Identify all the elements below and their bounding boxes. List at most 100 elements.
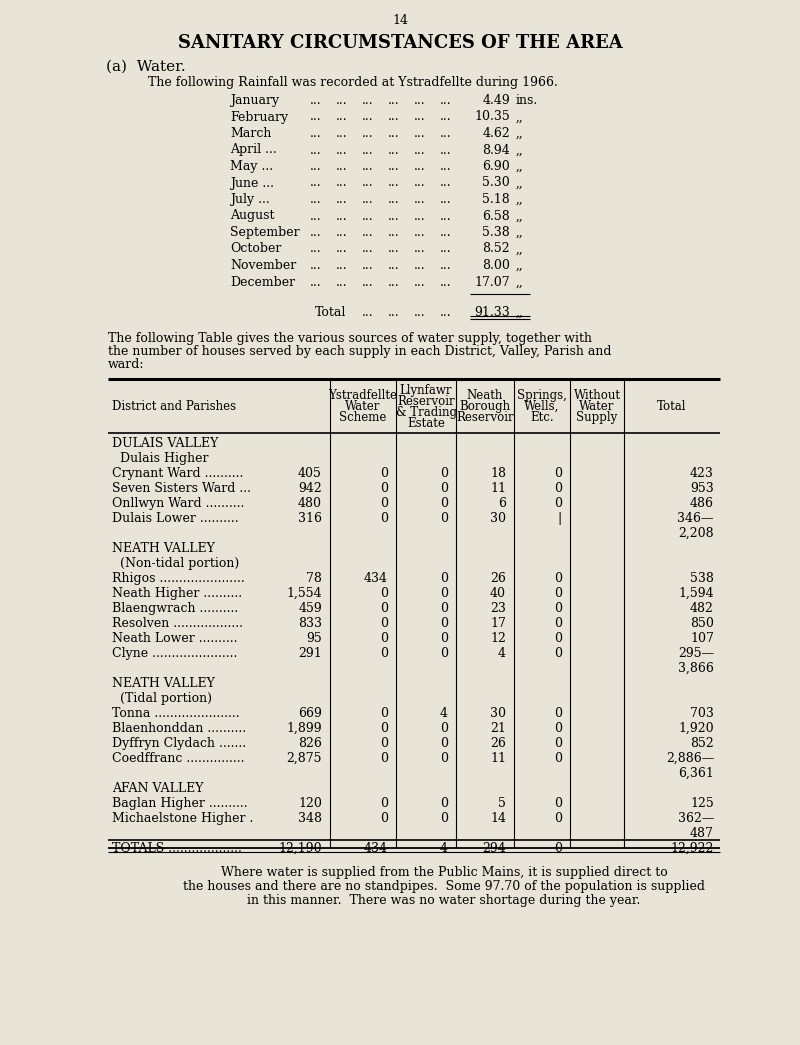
- Text: 4: 4: [440, 842, 448, 855]
- Text: 5.38: 5.38: [482, 226, 510, 239]
- Text: Baglan Higher ..........: Baglan Higher ..........: [112, 797, 248, 810]
- Text: 2,886—: 2,886—: [666, 752, 714, 765]
- Text: NEATH VALLEY: NEATH VALLEY: [112, 542, 215, 555]
- Text: 487: 487: [690, 827, 714, 840]
- Text: December: December: [230, 276, 295, 288]
- Text: 850: 850: [690, 617, 714, 630]
- Text: 0: 0: [380, 512, 388, 525]
- Text: ins.: ins.: [516, 94, 538, 107]
- Text: ...: ...: [310, 226, 322, 239]
- Text: 0: 0: [554, 617, 562, 630]
- Text: ...: ...: [388, 259, 400, 272]
- Text: ...: ...: [388, 127, 400, 140]
- Text: Neath: Neath: [467, 389, 503, 402]
- Text: ...: ...: [362, 111, 374, 123]
- Text: 10.35: 10.35: [474, 111, 510, 123]
- Text: 405: 405: [298, 467, 322, 480]
- Text: 852: 852: [690, 737, 714, 750]
- Text: ...: ...: [388, 94, 400, 107]
- Text: 0: 0: [440, 812, 448, 825]
- Text: ...: ...: [440, 160, 452, 173]
- Text: 3,866: 3,866: [678, 661, 714, 675]
- Text: 0: 0: [554, 707, 562, 720]
- Text: ...: ...: [336, 242, 348, 255]
- Text: ...: ...: [362, 259, 374, 272]
- Text: ...: ...: [336, 259, 348, 272]
- Text: 6.58: 6.58: [482, 209, 510, 223]
- Text: 11: 11: [490, 752, 506, 765]
- Text: 0: 0: [440, 587, 448, 600]
- Text: Etc.: Etc.: [530, 411, 554, 424]
- Text: August: August: [230, 209, 274, 223]
- Text: Resolven ..................: Resolven ..................: [112, 617, 243, 630]
- Text: Blaengwrach ..........: Blaengwrach ..........: [112, 602, 238, 616]
- Text: ...: ...: [388, 160, 400, 173]
- Text: Seven Sisters Ward ...: Seven Sisters Ward ...: [112, 482, 251, 495]
- Text: 0: 0: [440, 752, 448, 765]
- Text: ...: ...: [388, 177, 400, 189]
- Text: ...: ...: [388, 209, 400, 223]
- Text: ,,: ,,: [516, 160, 524, 173]
- Text: ...: ...: [440, 94, 452, 107]
- Text: ...: ...: [336, 276, 348, 288]
- Text: 26: 26: [490, 572, 506, 585]
- Text: ...: ...: [388, 306, 400, 319]
- Text: ...: ...: [414, 111, 426, 123]
- Text: 8.00: 8.00: [482, 259, 510, 272]
- Text: Supply: Supply: [576, 411, 618, 424]
- Text: 0: 0: [380, 587, 388, 600]
- Text: (Tidal portion): (Tidal portion): [120, 692, 212, 705]
- Text: (a)  Water.: (a) Water.: [106, 60, 186, 74]
- Text: 21: 21: [490, 722, 506, 735]
- Text: 120: 120: [298, 797, 322, 810]
- Text: 125: 125: [690, 797, 714, 810]
- Text: September: September: [230, 226, 300, 239]
- Text: 0: 0: [380, 602, 388, 616]
- Text: ...: ...: [310, 160, 322, 173]
- Text: ...: ...: [388, 242, 400, 255]
- Text: 0: 0: [440, 737, 448, 750]
- Text: the number of houses served by each supply in each District, Valley, Parish and: the number of houses served by each supp…: [108, 345, 611, 358]
- Text: 459: 459: [298, 602, 322, 616]
- Text: ...: ...: [336, 127, 348, 140]
- Text: 0: 0: [380, 632, 388, 645]
- Text: 4: 4: [498, 647, 506, 660]
- Text: 30: 30: [490, 707, 506, 720]
- Text: ...: ...: [440, 242, 452, 255]
- Text: ...: ...: [414, 242, 426, 255]
- Text: 14: 14: [490, 812, 506, 825]
- Text: ...: ...: [310, 193, 322, 206]
- Text: ...: ...: [414, 177, 426, 189]
- Text: Onllwyn Ward ..........: Onllwyn Ward ..........: [112, 497, 244, 510]
- Text: 0: 0: [380, 647, 388, 660]
- Text: ...: ...: [336, 111, 348, 123]
- Text: 0: 0: [440, 632, 448, 645]
- Text: 0: 0: [440, 512, 448, 525]
- Text: Coedffranc ...............: Coedffranc ...............: [112, 752, 245, 765]
- Text: ...: ...: [440, 193, 452, 206]
- Text: Springs,: Springs,: [517, 389, 567, 402]
- Text: Tonna ......................: Tonna ......................: [112, 707, 240, 720]
- Text: October: October: [230, 242, 282, 255]
- Text: ...: ...: [362, 160, 374, 173]
- Text: (Non-tidal portion): (Non-tidal portion): [120, 557, 239, 570]
- Text: ...: ...: [362, 127, 374, 140]
- Text: ...: ...: [336, 177, 348, 189]
- Text: in this manner.  There was no water shortage during the year.: in this manner. There was no water short…: [247, 895, 641, 907]
- Text: Where water is supplied from the Public Mains, it is supplied direct to: Where water is supplied from the Public …: [221, 866, 667, 879]
- Text: ...: ...: [362, 209, 374, 223]
- Text: 0: 0: [440, 797, 448, 810]
- Text: 0: 0: [554, 647, 562, 660]
- Text: ...: ...: [362, 94, 374, 107]
- Text: ...: ...: [414, 160, 426, 173]
- Text: 5.30: 5.30: [482, 177, 510, 189]
- Text: 294: 294: [482, 842, 506, 855]
- Text: April ...: April ...: [230, 143, 277, 157]
- Text: ...: ...: [414, 226, 426, 239]
- Text: 0: 0: [380, 812, 388, 825]
- Text: ...: ...: [362, 276, 374, 288]
- Text: ...: ...: [414, 193, 426, 206]
- Text: ...: ...: [388, 226, 400, 239]
- Text: ,,: ,,: [516, 177, 524, 189]
- Text: 362—: 362—: [678, 812, 714, 825]
